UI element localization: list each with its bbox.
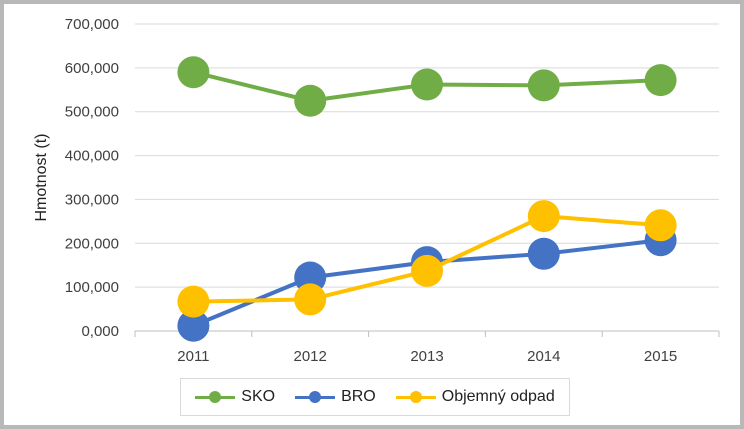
x-tick-label: 2011 bbox=[177, 348, 209, 365]
y-tick-label: 600,000 bbox=[65, 60, 119, 77]
y-tick-label: 300,000 bbox=[65, 191, 119, 208]
x-tick-label: 2015 bbox=[644, 348, 677, 365]
legend-item: Objemný odpad bbox=[395, 388, 555, 406]
legend-marker bbox=[309, 391, 322, 403]
legend-marker bbox=[409, 391, 422, 403]
data-point-bro bbox=[294, 261, 327, 294]
y-tick-label: 500,000 bbox=[65, 104, 119, 121]
legend-marker bbox=[209, 391, 222, 403]
data-point-sko bbox=[177, 56, 210, 89]
legend-label: SKO bbox=[241, 388, 276, 405]
x-tick-label: 2012 bbox=[294, 348, 327, 365]
legend-item: BRO bbox=[295, 388, 376, 406]
y-tick-label: 400,000 bbox=[65, 148, 119, 165]
x-tick-label: 2013 bbox=[410, 348, 443, 365]
data-point-sko bbox=[644, 64, 677, 97]
legend-swatch bbox=[295, 390, 336, 404]
data-point-objemn-odpad bbox=[527, 200, 560, 233]
y-tick-label: 0,000 bbox=[81, 323, 119, 340]
data-point-objemn-odpad bbox=[294, 283, 327, 316]
legend-swatch bbox=[395, 390, 436, 404]
data-point-objemn-odpad bbox=[411, 254, 443, 287]
legend-label: Objemný odpad bbox=[441, 388, 555, 405]
y-axis-title: Hmotnost (t) bbox=[33, 133, 50, 221]
x-tick-label: 2014 bbox=[527, 348, 560, 365]
data-point-sko bbox=[411, 68, 443, 101]
data-point-bro bbox=[527, 237, 560, 270]
data-point-objemn-odpad bbox=[644, 209, 677, 242]
legend-item: SKO bbox=[195, 388, 275, 406]
data-point-objemn-odpad bbox=[177, 285, 210, 318]
chart-area bbox=[4, 4, 740, 425]
legend-label: BRO bbox=[341, 388, 376, 405]
y-tick-label: 100,000 bbox=[65, 279, 119, 296]
y-tick-label: 200,000 bbox=[65, 235, 119, 252]
legend: SKO BRO Objemný odpad bbox=[180, 378, 570, 416]
data-point-bro bbox=[177, 309, 210, 342]
data-point-sko bbox=[527, 69, 560, 102]
data-point-sko bbox=[294, 84, 327, 117]
legend-swatch bbox=[195, 390, 236, 404]
y-tick-label: 700,000 bbox=[65, 16, 119, 33]
